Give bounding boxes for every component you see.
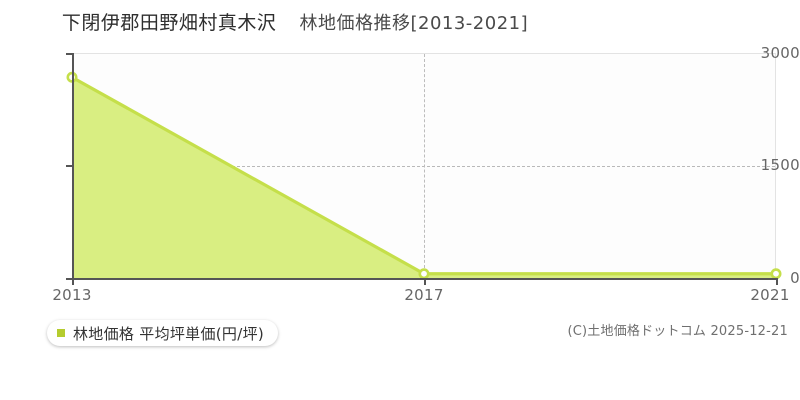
plot-area — [66, 53, 782, 280]
x-tick-mark-2017 — [424, 278, 426, 285]
data-point-2021 — [770, 268, 782, 280]
y-tick-mark-0 — [66, 278, 72, 280]
copyright-credit: (C)土地価格ドットコム 2025-12-21 — [567, 324, 788, 339]
x-tick-label-2021: 2021 — [750, 286, 790, 304]
series-area-林地価格 — [66, 71, 782, 280]
area-fill-path — [72, 77, 776, 279]
chart-title: 下閉伊郡田野畑村真木沢 林地価格推移[2013-2021] — [0, 8, 590, 35]
chart-title-location: 下閉伊郡田野畑村真木沢 — [61, 12, 277, 34]
chart-title-metric: 林地価格推移[2013-2021] — [299, 13, 529, 34]
x-tick-mark-2021 — [776, 278, 778, 285]
gridline-x-2017 — [424, 54, 425, 278]
gridline-y-1500 — [72, 166, 775, 167]
x-tick-mark-2013 — [72, 278, 74, 285]
y-tick-mark-1500 — [66, 165, 72, 167]
y-tick-label-1500: 1500 — [760, 156, 800, 174]
legend-color-swatch-icon — [57, 329, 65, 337]
y-axis-line — [72, 53, 74, 279]
chart-legend[interactable]: 林地価格 平均坪単価(円/坪) — [47, 320, 279, 346]
data-point-2017 — [418, 268, 430, 280]
y-tick-label-0: 0 — [790, 269, 800, 287]
x-tick-label-2013: 2013 — [52, 286, 92, 304]
legend-item-label: 林地価格 平均坪単価(円/坪) — [73, 324, 265, 343]
y-tick-label-3000: 3000 — [760, 44, 800, 62]
x-tick-label-2017: 2017 — [404, 286, 444, 304]
y-tick-mark-3000 — [66, 53, 72, 55]
